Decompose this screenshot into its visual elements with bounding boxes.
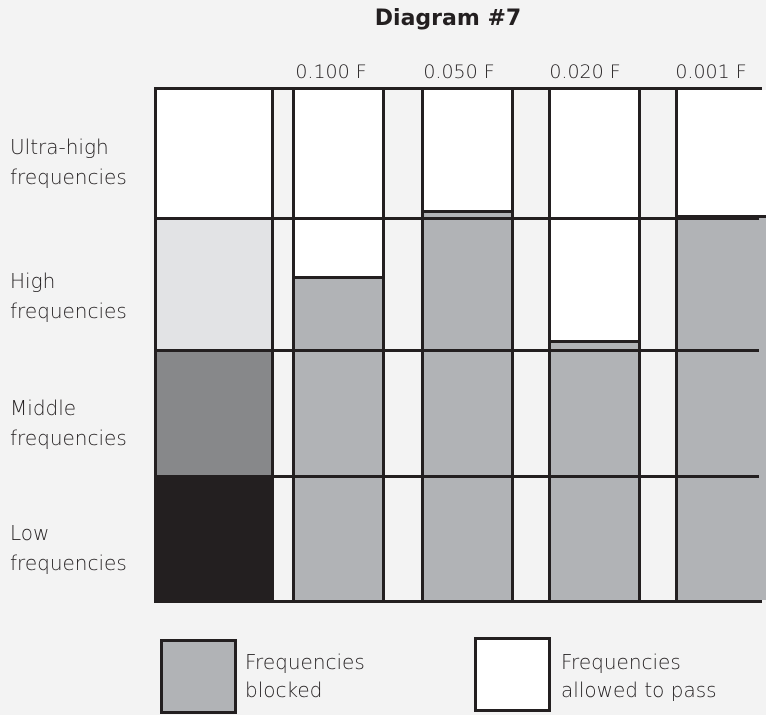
swatch-divider (271, 90, 274, 600)
legend-label-pass: Frequencies allowed to pass (561, 648, 717, 704)
row-label-line: frequencies (10, 165, 127, 189)
diagram-title: Diagram #7 (374, 6, 522, 31)
swatch-high (157, 219, 274, 351)
swatch-middle (157, 351, 274, 477)
row-label-line: Ultra-high (10, 135, 109, 159)
legend-label-blocked: Frequencies blocked (245, 648, 365, 704)
column-label-1: 0.050 F (423, 61, 495, 83)
blocked-fill-0 (295, 276, 382, 600)
frequency-grid (154, 87, 766, 603)
legend-line: blocked (245, 678, 323, 702)
blocked-fill-1 (424, 209, 511, 600)
row-label-ultra-high: Ultra-high frequencies (10, 132, 150, 192)
column-label-0: 0.100 F (295, 61, 367, 83)
row-label-middle: Middle frequencies (10, 393, 150, 453)
blocked-fill-3 (678, 214, 766, 600)
band-divider (157, 217, 759, 220)
row-label-high: High frequencies (10, 266, 150, 326)
row-label-line: frequencies (10, 299, 127, 323)
row-label-line: frequencies (10, 426, 127, 450)
row-label-line: Middle (10, 396, 77, 420)
row-label-low: Low frequencies (10, 518, 150, 578)
column-label-2: 0.020 F (549, 61, 621, 83)
row-label-line: Low (10, 521, 50, 545)
band-divider (157, 349, 759, 352)
swatch-low (157, 477, 274, 600)
filter-column-3 (675, 90, 766, 600)
filter-column-0 (292, 90, 385, 600)
filter-column-2 (548, 90, 641, 600)
legend-swatch-pass (474, 637, 551, 712)
row-label-line: frequencies (10, 551, 127, 575)
legend-line: Frequencies (245, 650, 365, 674)
legend-swatch-blocked (160, 639, 237, 714)
legend-line: allowed to pass (561, 678, 717, 702)
row-label-line: High (10, 269, 56, 293)
blocked-fill-2 (551, 339, 638, 600)
column-label-3: 0.001 F (675, 61, 747, 83)
filter-column-1 (421, 90, 514, 600)
swatch-ultra-high (157, 90, 274, 219)
band-divider (157, 475, 759, 478)
legend-line: Frequencies (561, 650, 681, 674)
